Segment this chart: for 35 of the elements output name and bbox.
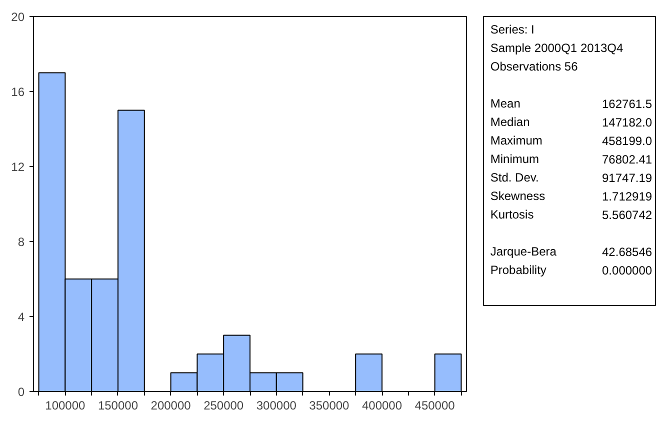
text: Observations 56 xyxy=(490,59,578,74)
text: Probability xyxy=(490,262,546,277)
text: 42.68546 xyxy=(602,244,652,259)
text: 91747.19 xyxy=(602,170,652,185)
text: 0.000000 xyxy=(602,263,652,278)
text: Skewness xyxy=(490,188,546,203)
text: 458199.0 xyxy=(602,134,652,148)
x-tick-label: 350000 xyxy=(309,398,350,412)
x-tick-label: 450000 xyxy=(414,398,456,412)
y-tick-label: 16 xyxy=(11,85,25,99)
text: 76802.41 xyxy=(602,152,652,166)
text: 1.712919 xyxy=(602,189,652,204)
text: 147182.0 xyxy=(602,115,652,130)
text: Minimum xyxy=(490,152,540,166)
text: Kurtosis xyxy=(490,207,534,222)
x-tick-label: 150000 xyxy=(98,398,138,412)
x-tick-label: 200000 xyxy=(150,398,192,412)
text: Sample 2000Q1 2013Q4 xyxy=(490,41,624,55)
y-tick-label: 12 xyxy=(11,160,25,174)
y-tick-label: 4 xyxy=(18,310,25,324)
y-tick-label: 20 xyxy=(11,10,25,24)
x-tick-label: 100000 xyxy=(45,398,86,412)
text: 162761.5 xyxy=(602,96,652,111)
text: Jarque-Bera xyxy=(490,244,557,258)
text: Maximum xyxy=(490,133,542,148)
x-tick-label: 400000 xyxy=(362,398,402,412)
y-tick-label: 8 xyxy=(18,235,25,249)
text: Series: I xyxy=(490,22,534,37)
text: Mean xyxy=(490,96,520,110)
text: Median xyxy=(490,114,530,129)
x-tick-label: 250000 xyxy=(204,398,244,412)
text: 5.560742 xyxy=(602,208,652,222)
y-tick-label: 0 xyxy=(18,385,25,399)
text: Std. Dev. xyxy=(490,170,539,184)
x-tick-label: 300000 xyxy=(256,398,297,412)
